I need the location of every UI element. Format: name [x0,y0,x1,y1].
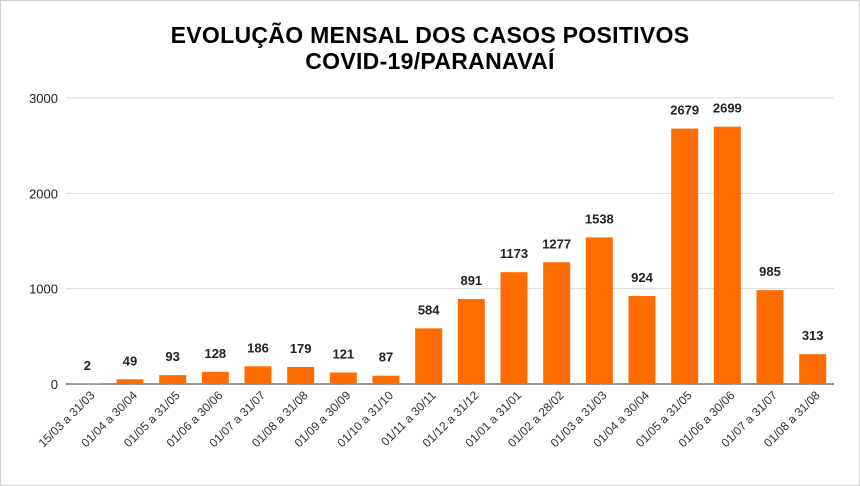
data-label: 1173 [500,246,528,261]
bar [756,290,784,384]
bar [457,299,485,384]
data-label: 1277 [542,236,571,251]
data-label: 179 [290,341,312,356]
y-tick-label: 1000 [29,282,58,297]
data-label: 93 [165,349,179,364]
data-label: 2 [84,358,91,373]
data-label: 128 [204,346,226,361]
bar [671,128,699,384]
bar [329,372,357,384]
y-tick-label: 2000 [29,186,58,201]
data-label: 2679 [670,103,699,118]
data-label: 121 [332,346,354,361]
bars [73,126,827,384]
bar [415,328,443,384]
bar [585,237,613,384]
data-label: 2699 [713,101,742,116]
chart-title: EVOLUÇÃO MENSAL DOS CASOS POSITIVOS COVI… [0,22,860,74]
y-axis: 0 1000 2000 3000 [29,91,58,392]
bar [372,375,400,384]
bar [713,126,741,384]
bar [799,354,827,384]
gridlines [66,97,834,385]
data-label: 49 [123,353,137,368]
chart-title-line-2: COVID-19/PARANAVAÍ [305,48,555,74]
chart-title-line-1: EVOLUÇÃO MENSAL DOS CASOS POSITIVOS [170,22,690,48]
y-tick-label: 0 [51,377,58,392]
bar [500,272,528,384]
data-label: 1538 [585,211,614,226]
data-label: 985 [759,264,781,279]
data-label: 313 [802,328,824,343]
bar [628,295,656,384]
bar [543,262,571,384]
data-label: 87 [379,350,393,365]
data-label: 186 [247,340,269,355]
data-label: 924 [631,270,653,285]
bar [159,375,187,384]
y-tick-label: 3000 [29,91,58,106]
bar [201,371,229,384]
data-label: 891 [460,273,482,288]
data-label: 584 [418,302,440,317]
bar [287,366,315,384]
bar [116,379,144,384]
bar [244,366,272,384]
data-labels: 2 49 93 128 186 179 121 87 584 891 1173 1277 1538 924… [84,101,824,373]
